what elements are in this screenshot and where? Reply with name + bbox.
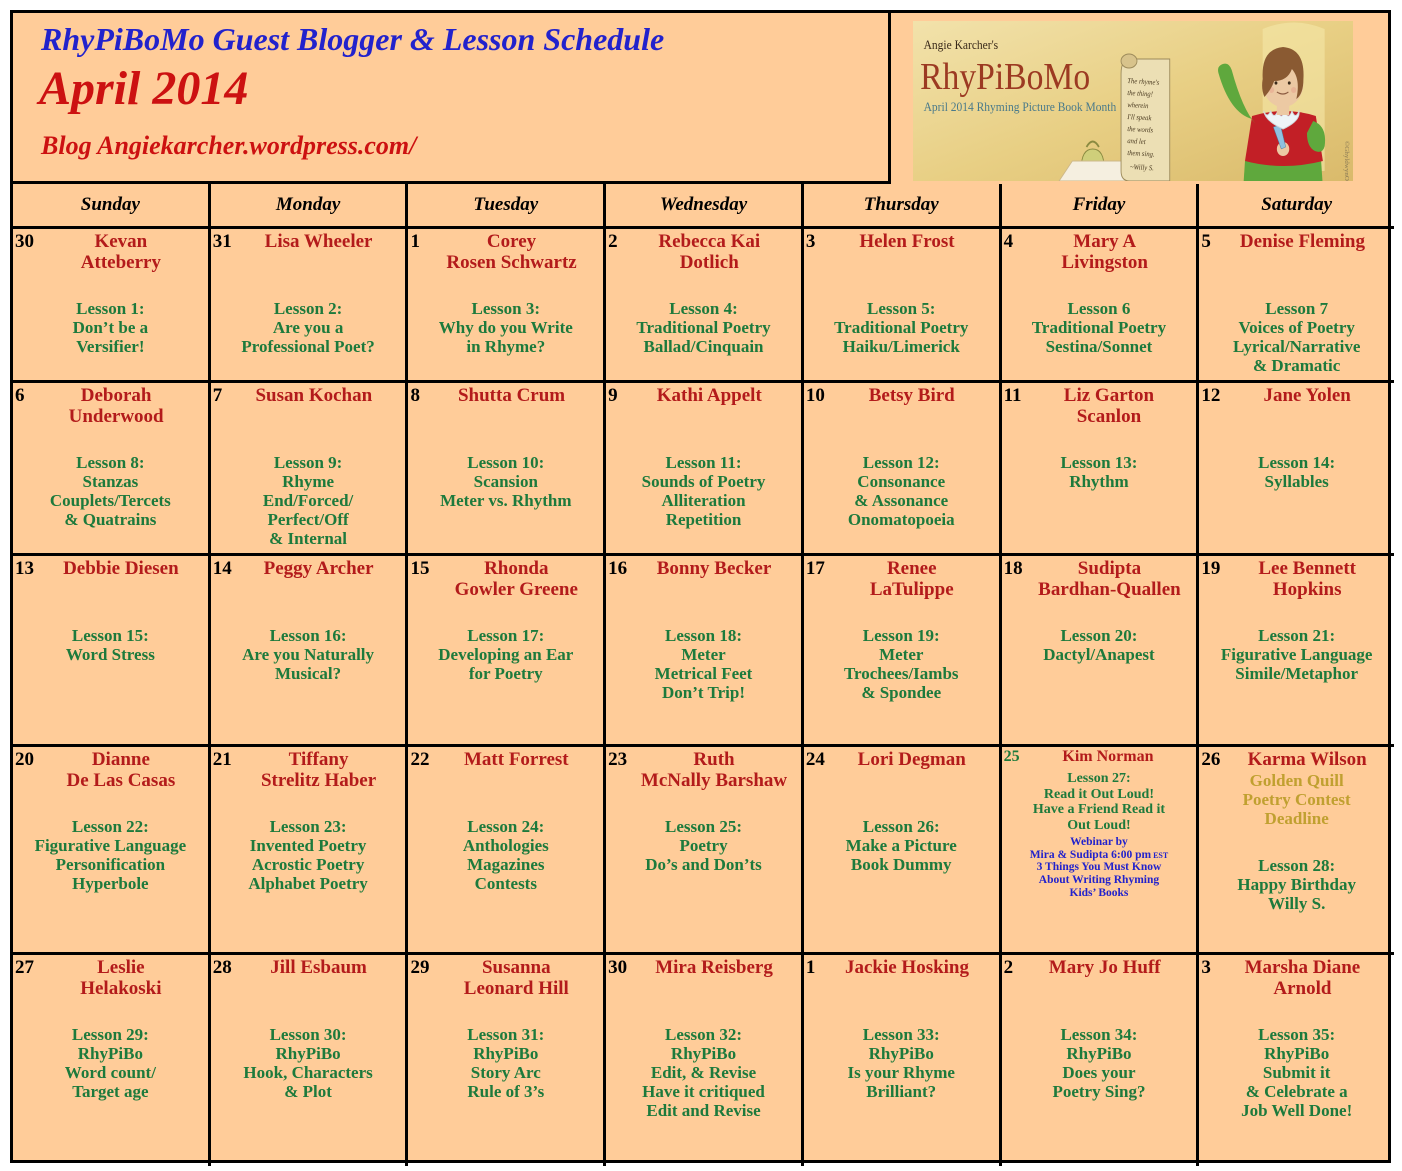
svg-text:them sing.: them sing. xyxy=(1127,149,1155,159)
svg-text:and let: and let xyxy=(1127,137,1147,147)
svg-text:Angie Karcher's: Angie Karcher's xyxy=(924,37,999,52)
svg-text:the words: the words xyxy=(1127,125,1153,135)
svg-text:April 2014 Rhyming Picture Bo: April 2014 Rhyming Picture Book Month xyxy=(924,99,1117,114)
svg-text:RhyPiBoMo: RhyPiBoMo xyxy=(920,55,1090,97)
svg-text:~Willy S.: ~Willy S. xyxy=(1130,163,1154,173)
svg-text:©GhyldwynODermott: ©GhyldwynODermott xyxy=(1343,141,1350,181)
svg-text:the thing!: the thing! xyxy=(1127,89,1154,99)
svg-text:wherein: wherein xyxy=(1127,101,1149,111)
svg-text:I'll speak: I'll speak xyxy=(1126,113,1152,123)
